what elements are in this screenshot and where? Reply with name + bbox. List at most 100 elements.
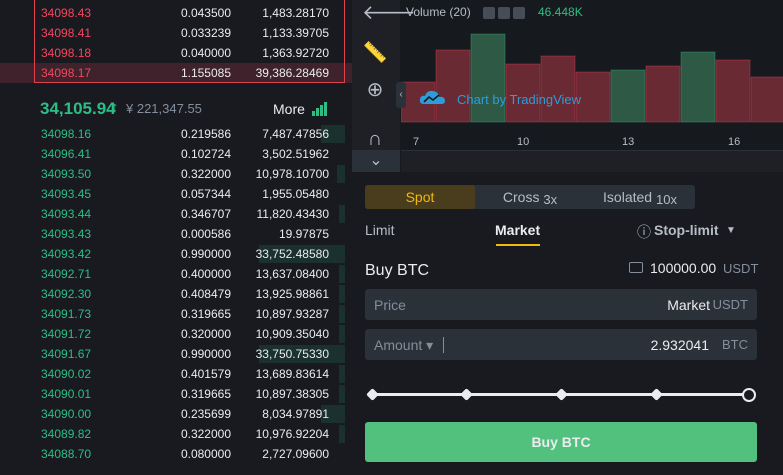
bid-price: 34091.73 xyxy=(41,307,92,321)
bid-row[interactable]: 34092.71 0.400000 13,637.08400 xyxy=(0,264,352,284)
arrow-left-icon[interactable]: 🡐 xyxy=(362,2,416,24)
amount-slider[interactable] xyxy=(366,387,756,403)
bid-price: 34088.70 xyxy=(41,447,92,461)
slider-stop-50[interactable] xyxy=(555,388,568,401)
bid-total: 3,502.51962 xyxy=(262,147,329,161)
ask-price: 34098.18 xyxy=(41,46,92,60)
tab-cross[interactable]: Cross 3x xyxy=(475,185,585,209)
ask-row[interactable]: 34098.18 0.040000 1,363.92720 xyxy=(0,43,352,63)
volume-chart[interactable]: Volume (20) 46.448K Chart by TradingView… xyxy=(401,0,783,172)
bid-qty: 0.319665 xyxy=(180,307,231,321)
signal-bars-icon[interactable] xyxy=(312,102,328,116)
buy-title: Buy BTC xyxy=(365,262,430,279)
tab-market[interactable]: Market xyxy=(495,222,541,238)
bid-price: 34093.44 xyxy=(41,207,92,221)
gear-icon[interactable] xyxy=(498,7,510,19)
x-tick-label: 16 xyxy=(728,136,741,148)
bid-total: 13,637.08400 xyxy=(255,267,329,281)
volume-bar xyxy=(435,49,471,123)
active-tab-underline xyxy=(496,244,540,246)
zoom-in-icon[interactable]: ⊕ xyxy=(366,79,384,101)
ask-row[interactable]: 34098.41 0.033239 1,133.39705 xyxy=(0,23,352,43)
bid-row[interactable]: 34092.30 0.408479 13,925.98861 xyxy=(0,284,352,304)
bid-qty: 0.219586 xyxy=(180,127,231,141)
tradingview-cloud-icon xyxy=(419,90,445,104)
price-unit: USDT xyxy=(712,297,748,312)
price-label: Price xyxy=(374,297,406,313)
eye-icon[interactable] xyxy=(483,7,495,19)
available-balance: 100000.00 xyxy=(650,260,717,276)
bid-price: 34090.01 xyxy=(41,387,92,401)
slider-stop-0[interactable] xyxy=(366,388,379,401)
ask-row[interactable]: 34098.43 0.043500 1,483.28170 xyxy=(0,3,352,23)
more-button[interactable]: More xyxy=(273,101,305,117)
bid-row[interactable]: 34088.70 0.080000 2,727.09600 xyxy=(0,444,352,464)
arrow-up-icon: ↑ xyxy=(111,99,119,116)
bid-row[interactable]: 34093.50 0.322000 10,978.10700 xyxy=(0,164,352,184)
tab-limit[interactable]: Limit xyxy=(365,222,395,238)
close-icon[interactable] xyxy=(513,7,525,19)
ask-qty: 0.033239 xyxy=(180,26,231,40)
bid-total: 8,034.97891 xyxy=(262,407,329,421)
tab-isolated-multiplier: 10x xyxy=(655,192,677,207)
bid-row[interactable]: 34093.45 0.057344 1,955.05480 xyxy=(0,184,352,204)
amount-unit-selector[interactable]: Amount ▾ xyxy=(374,337,434,353)
bid-row[interactable]: 34090.02 0.401579 13,689.83614 xyxy=(0,364,352,384)
caret-down-icon[interactable]: ▼ xyxy=(726,225,736,236)
bid-row[interactable]: 34091.73 0.319665 10,897.93287 xyxy=(0,304,352,324)
buy-button[interactable]: Buy BTC xyxy=(365,422,757,462)
ask-price: 34098.43 xyxy=(41,6,92,20)
chart-toolbar: 🡐 📏 ⊕ ∩ ⌄ xyxy=(352,0,416,172)
ruler-icon[interactable]: 📏 xyxy=(362,42,388,64)
bid-price: 34091.67 xyxy=(41,347,92,361)
bid-row[interactable]: 34093.42 0.990000 33,752.48580 xyxy=(0,244,352,264)
bid-qty: 0.401579 xyxy=(180,367,231,381)
mid-price-row: 34,105.94 ↑ ¥ 221,347.55 More xyxy=(0,94,352,124)
x-tick-label: 13 xyxy=(622,136,635,148)
bid-total: 13,925.98861 xyxy=(255,287,329,301)
info-icon[interactable]: ⓘ xyxy=(637,224,651,240)
slider-stop-25[interactable] xyxy=(460,388,473,401)
amount-field[interactable]: Amount ▾ 2.932041 BTC xyxy=(365,329,757,360)
volume-settings-icons[interactable] xyxy=(483,6,528,24)
ask-price: 34098.41 xyxy=(41,26,92,40)
bid-qty: 0.000586 xyxy=(180,227,231,241)
price-field[interactable]: Price Market USDT xyxy=(365,289,757,320)
tradingview-link[interactable]: Chart by TradingView xyxy=(457,92,582,107)
ask-price: 34098.17 xyxy=(41,66,92,80)
ask-row[interactable]: 34098.17 1.155085 39,386.28469 xyxy=(0,63,352,83)
chevron-down-icon[interactable]: ⌄ xyxy=(352,150,400,172)
bid-total: 1,955.05480 xyxy=(262,187,329,201)
bid-row[interactable]: 34089.82 0.322000 10,976.92204 xyxy=(0,424,352,444)
tab-stop-limit[interactable]: Stop-limit xyxy=(654,222,719,238)
tab-isolated[interactable]: Isolated 10x xyxy=(585,185,695,209)
bid-price: 34093.42 xyxy=(41,247,92,261)
bid-row[interactable]: 34091.67 0.990000 33,750.75330 xyxy=(0,344,352,364)
bid-total: 13,689.83614 xyxy=(255,367,329,381)
bid-row[interactable]: 34096.41 0.102724 3,502.51962 xyxy=(0,144,352,164)
bid-price: 34090.00 xyxy=(41,407,92,421)
bid-row[interactable]: 34093.43 0.000586 19.97875 xyxy=(0,224,352,244)
amount-value[interactable]: 2.932041 xyxy=(650,337,709,353)
slider-handle[interactable] xyxy=(742,388,756,402)
bid-row[interactable]: 34098.16 0.219586 7,487.47856 xyxy=(0,124,352,144)
chevron-left-icon[interactable]: ‹ xyxy=(396,82,406,108)
volume-bar xyxy=(645,65,681,123)
slider-stop-75[interactable] xyxy=(650,388,663,401)
bid-qty: 0.102724 xyxy=(180,147,231,161)
tab-spot[interactable]: Spot xyxy=(365,185,475,209)
bid-row[interactable]: 34090.01 0.319665 10,897.38305 xyxy=(0,384,352,404)
bid-row[interactable]: 34090.00 0.235699 8,034.97891 xyxy=(0,404,352,424)
volume-bar xyxy=(505,63,541,123)
mid-price: 34,105.94 xyxy=(40,99,116,118)
amount-unit: BTC xyxy=(722,337,748,352)
bid-qty: 0.400000 xyxy=(180,267,231,281)
bid-price: 34091.72 xyxy=(41,327,92,341)
bid-total: 10,976.92204 xyxy=(255,427,329,441)
wallet-icon xyxy=(629,262,643,273)
bid-row[interactable]: 34091.72 0.320000 10,909.35040 xyxy=(0,324,352,344)
magnet-icon[interactable]: ∩ xyxy=(367,128,383,150)
bid-row[interactable]: 34093.44 0.346707 11,820.43430 xyxy=(0,204,352,224)
bid-qty: 0.990000 xyxy=(180,347,231,361)
volume-bar xyxy=(470,33,506,123)
